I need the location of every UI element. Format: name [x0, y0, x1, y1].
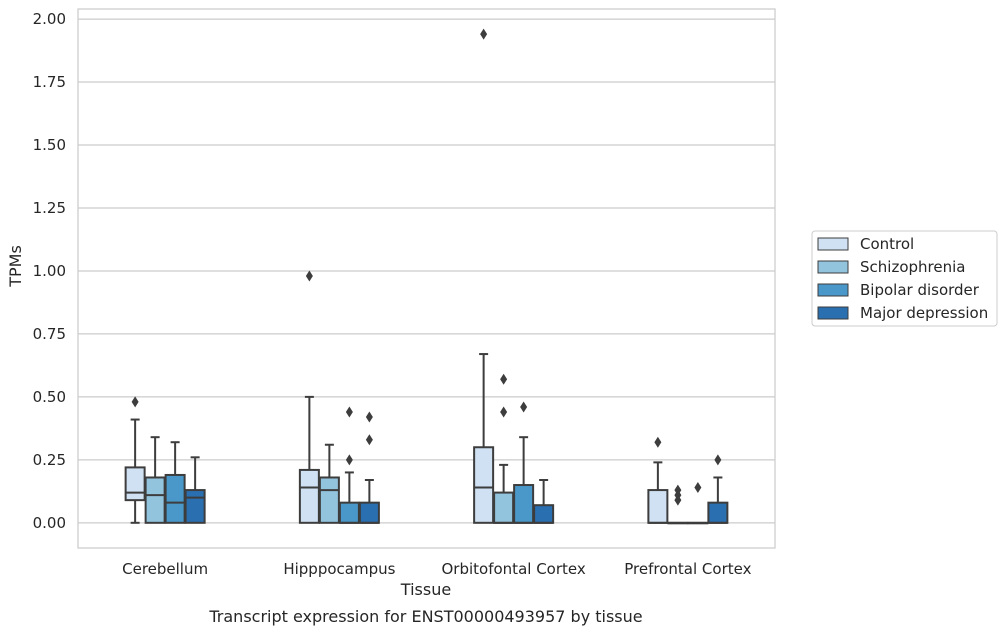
outlier-point — [365, 411, 373, 423]
outlier-point — [674, 484, 682, 496]
legend-swatch — [817, 237, 849, 251]
y-tick-label: 2.00 — [33, 10, 66, 28]
box-3-2 — [687, 482, 709, 525]
box-body — [124, 466, 146, 502]
legend-swatch — [817, 260, 849, 274]
box-body — [338, 501, 360, 524]
box-body — [533, 504, 555, 524]
box-2-2 — [513, 401, 535, 524]
box-body — [184, 489, 206, 524]
box-body — [513, 484, 535, 524]
legend: Control Schizophrenia Bipolar disorder Majo… — [811, 230, 998, 327]
legend-label: Control — [860, 235, 914, 253]
y-tick-label: 0.00 — [33, 514, 66, 532]
chart-caption: Transcript expression for ENST0000049395… — [208, 607, 642, 626]
outlier-point — [500, 406, 508, 418]
box-0-3 — [184, 456, 206, 524]
box-body — [164, 473, 186, 524]
y-tick-label: 1.50 — [33, 136, 66, 154]
outlier-point — [500, 373, 508, 385]
y-tick-label: 1.75 — [33, 73, 66, 91]
box-2-0 — [473, 28, 495, 524]
y-tick-labels: 0.00 0.25 0.50 0.75 1.00 1.25 1.50 1.75 2.00 — [33, 10, 66, 532]
x-tick-label: Hipppocampus — [283, 560, 395, 578]
plot-frame — [77, 8, 776, 549]
grid-lines — [78, 18, 775, 524]
x-axis-title: Tissue — [400, 580, 451, 599]
box-3-1 — [667, 484, 689, 525]
legend-swatch — [817, 283, 849, 297]
box-1-1 — [318, 443, 340, 524]
legend-label: Bipolar disorder — [860, 281, 980, 299]
box-2-3 — [533, 478, 555, 524]
x-tick-labels: Cerebellum Hipppocampus Orbitofontal Corte… — [122, 560, 751, 578]
outlier-point — [714, 454, 722, 466]
box-1-2 — [338, 406, 360, 524]
x-tick-label: Cerebellum — [122, 560, 208, 578]
x-tick-label: Prefrontal Cortex — [624, 560, 751, 578]
outlier-point — [654, 436, 662, 448]
box-body — [647, 489, 669, 524]
y-tick-label: 1.25 — [33, 199, 66, 217]
box-body — [298, 468, 320, 524]
box-body — [473, 446, 495, 524]
box-body — [144, 476, 166, 524]
outlier-point — [345, 406, 353, 418]
box-body — [358, 501, 380, 524]
outlier-point — [305, 270, 313, 282]
outlier-point — [520, 401, 528, 413]
outlier-point — [365, 434, 373, 446]
y-tick-label: 1.00 — [33, 262, 66, 280]
outlier-point — [694, 482, 702, 494]
boxes — [124, 28, 729, 525]
legend-label: Schizophrenia — [860, 258, 965, 276]
box-2-1 — [493, 373, 515, 524]
legend-frame — [811, 230, 998, 327]
box-body — [318, 476, 340, 524]
outlier-point — [131, 396, 139, 408]
legend-label: Major depression — [860, 304, 988, 322]
box-0-2 — [164, 441, 186, 524]
y-tick-label: 0.25 — [33, 451, 66, 469]
legend-swatch — [817, 306, 849, 320]
box-3-3 — [707, 454, 729, 524]
box-1-3 — [358, 411, 380, 524]
outlier-point — [345, 454, 353, 466]
box-0-1 — [144, 436, 166, 524]
box-body — [707, 501, 729, 524]
outlier-point — [480, 28, 488, 40]
y-tick-label: 0.50 — [33, 388, 66, 406]
box-body — [493, 491, 515, 524]
y-axis-title: TPMs — [6, 245, 25, 288]
box-0-0 — [124, 396, 146, 524]
box-3-0 — [647, 436, 669, 524]
y-tick-label: 0.75 — [33, 325, 66, 343]
x-tick-label: Orbitofontal Cortex — [442, 560, 586, 578]
